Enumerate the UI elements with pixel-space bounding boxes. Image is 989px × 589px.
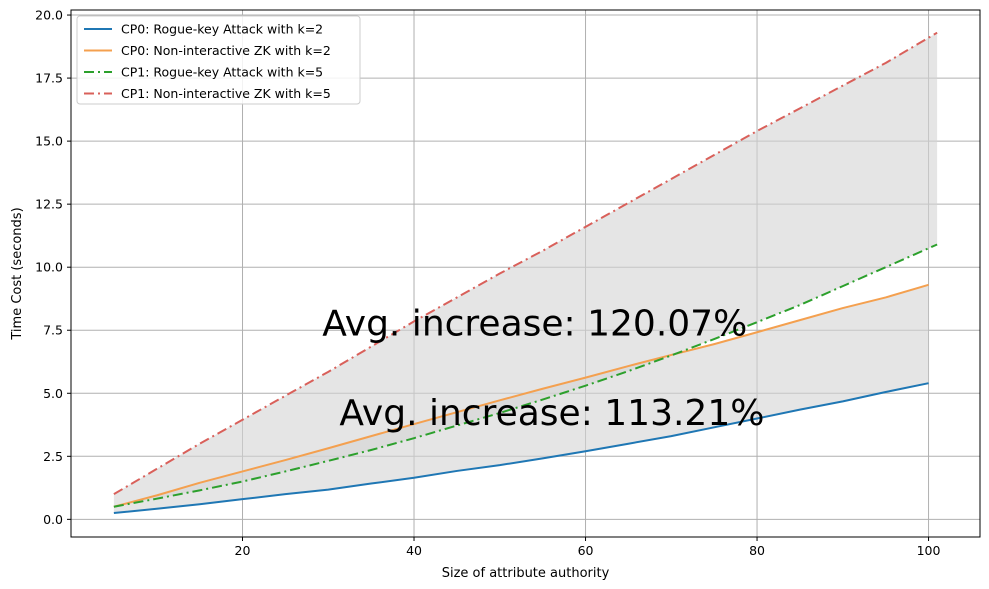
y-tick-label: 5.0 [43, 386, 63, 401]
x-tick-label: 40 [406, 543, 422, 558]
legend-entry-cp1-zk: CP1: Non-interactive ZK with k=5 [121, 86, 331, 101]
legend-entry-cp0-rogue-key: CP0: Rogue-key Attack with k=2 [121, 22, 323, 37]
axis-ticks: 20 40 60 80 100 0.0 2.5 5.0 7.5 10.0 12.5 15.0 17.5 2… [35, 8, 940, 558]
x-tick-label: 20 [235, 543, 251, 558]
y-tick-label: 2.5 [43, 449, 63, 464]
series-line-3 [113, 31, 938, 495]
y-tick-label: 12.5 [35, 197, 63, 212]
legend-entry-cp0-zk: CP0: Non-interactive ZK with k=2 [121, 43, 331, 58]
y-tick-label: 10.0 [35, 260, 63, 275]
series-line-1 [113, 283, 929, 508]
legend-box [76, 15, 361, 105]
y-tick-label: 17.5 [35, 71, 63, 86]
plot-area-frame [70, 9, 981, 538]
y-tick-label: 15.0 [35, 134, 63, 149]
x-tick-label: 80 [749, 543, 765, 558]
series-lines [113, 31, 938, 515]
annotations: Avg. increase: 120.07% Avg. increase: 11… [322, 303, 764, 434]
legend: CP0: Rogue-key Attack with k=2 CP0: Non-… [76, 15, 361, 105]
legend-entry-cp1-rogue-key: CP1: Rogue-key Attack with k=5 [121, 65, 323, 80]
x-tick-label: 60 [578, 543, 594, 558]
series-line-0 [113, 382, 929, 515]
annotation-top: Avg. increase: 120.07% [322, 303, 747, 344]
series-line-2 [113, 243, 938, 508]
x-axis-label: Size of attribute authority [442, 566, 610, 581]
y-tick-label: 7.5 [43, 323, 63, 338]
x-tick-label: 100 [917, 543, 941, 558]
y-tick-label: 0.0 [43, 512, 63, 527]
y-tick-label: 20.0 [35, 8, 63, 23]
annotation-bottom: Avg. increase: 113.21% [339, 393, 764, 434]
y-axis-label: Time Cost (seconds) [10, 207, 25, 340]
shaded-region-1 [113, 32, 938, 507]
